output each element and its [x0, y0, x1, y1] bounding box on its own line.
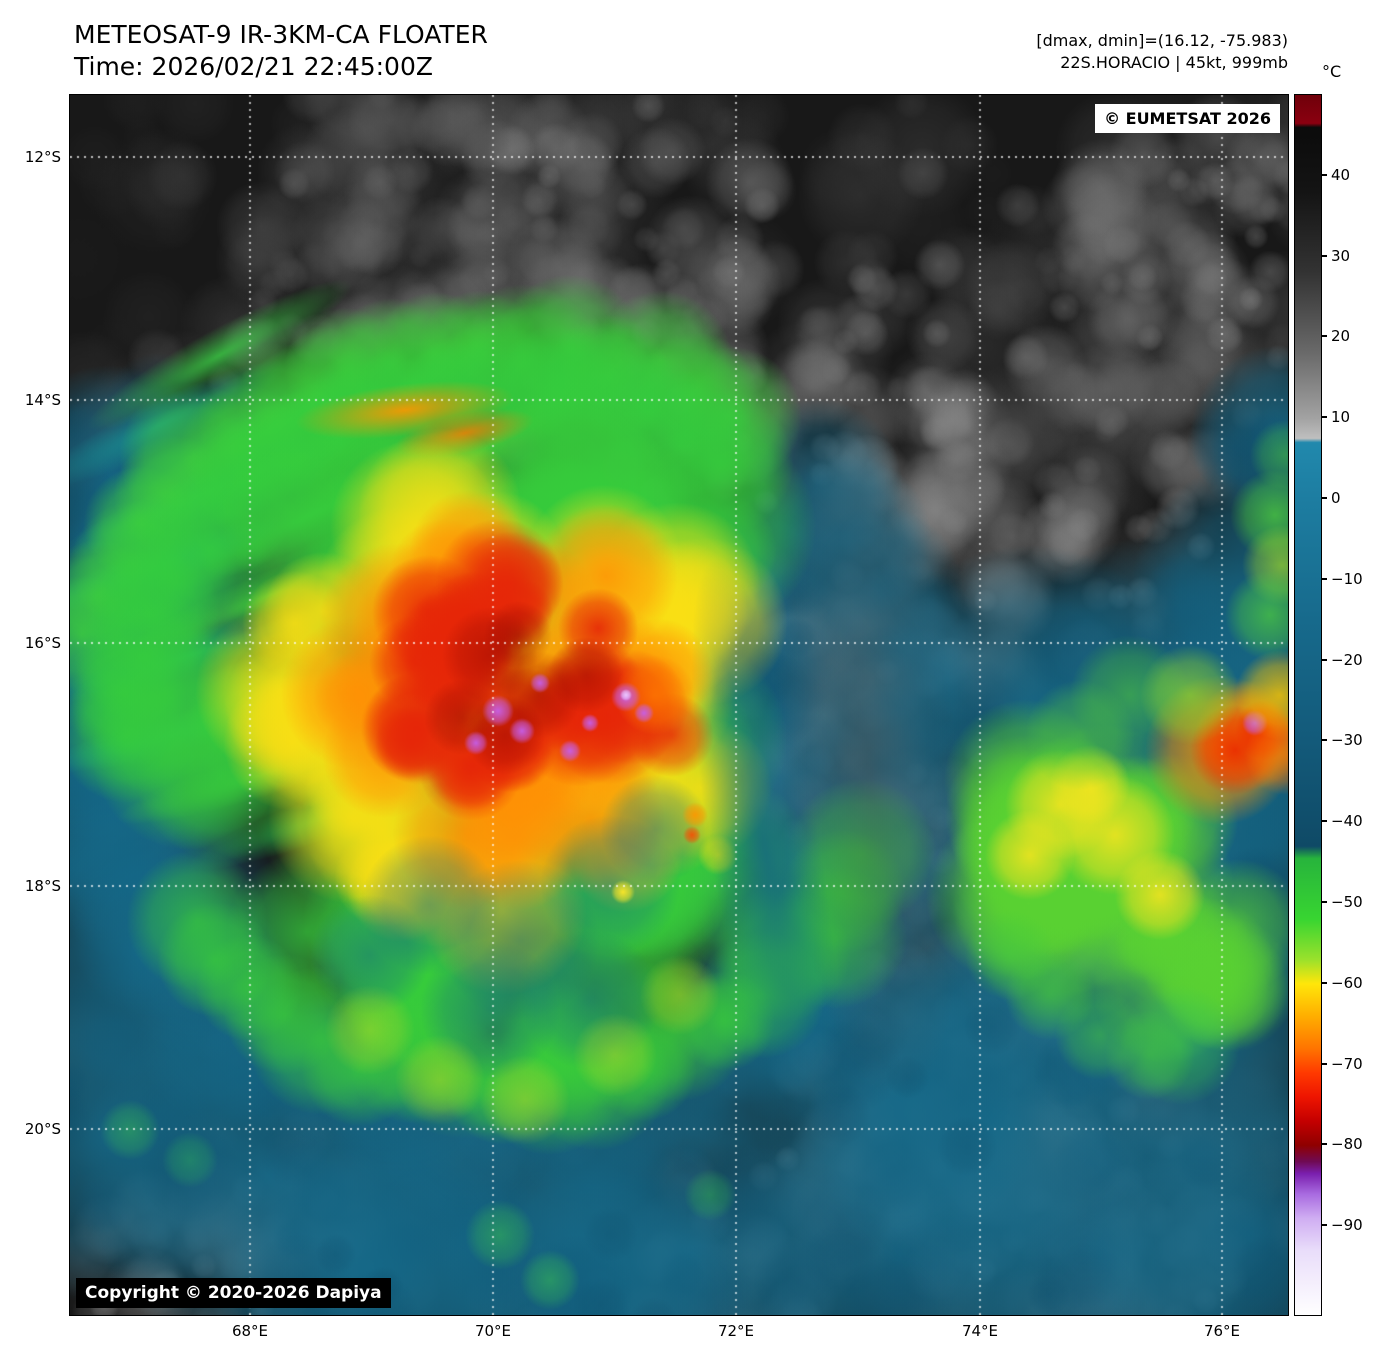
map-plot: © EUMETSAT 2026 Copyright © 2020-2026 Da…: [69, 94, 1289, 1316]
colorbar-tick-label: 40: [1331, 165, 1351, 184]
colorbar-unit-label: °C: [1322, 62, 1342, 81]
lon-tick-label: 68°E: [231, 1322, 269, 1340]
lat-tick-label: 20°S: [24, 1120, 61, 1138]
colorbar-tickmark: [1321, 496, 1327, 499]
colorbar-tick-label: −30: [1331, 731, 1363, 750]
lon-tick-label: 70°E: [474, 1322, 512, 1340]
satellite-image: [70, 95, 1288, 1315]
colorbar-tickmark: [1321, 820, 1327, 823]
colorbar: [1294, 94, 1322, 1316]
colorbar-tickmark: [1321, 1224, 1327, 1227]
colorbar-tick-label: 10: [1331, 408, 1351, 427]
colorbar-tickmark: [1321, 981, 1327, 984]
colorbar-tick-label: −80: [1331, 1135, 1363, 1154]
colorbar-tickmark: [1321, 739, 1327, 742]
lat-tick-label: 14°S: [24, 391, 61, 409]
colorbar-tickmark: [1321, 254, 1327, 257]
storm-info: 22S.HORACIO | 45kt, 999mb: [1060, 53, 1288, 72]
colorbar-tickmark: [1321, 900, 1327, 903]
product-title: METEOSAT-9 IR-3KM-CA FLOATER: [74, 20, 488, 49]
colorbar-tickmark: [1321, 416, 1327, 419]
colorbar-tickmark: [1321, 577, 1327, 580]
lon-tick-label: 74°E: [961, 1322, 999, 1340]
provider-badge: © EUMETSAT 2026: [1095, 104, 1280, 133]
colorbar-tick-label: −90: [1331, 1216, 1363, 1235]
range-info: [dmax, dmin]=(16.12, -75.983): [1036, 31, 1288, 50]
colorbar-tick-label: −10: [1331, 569, 1363, 588]
colorbar-tickmark: [1321, 1062, 1327, 1065]
lat-axis: 12°S 14°S 16°S 18°S 20°S: [0, 0, 64, 1359]
colorbar-tick-label: −20: [1331, 650, 1363, 669]
colorbar-tick-label: 20: [1331, 327, 1351, 346]
lon-tick-label: 76°E: [1203, 1322, 1241, 1340]
lat-tick-label: 12°S: [24, 148, 61, 166]
colorbar-tick-label: 0: [1331, 488, 1341, 507]
colorbar-tickmark: [1321, 1143, 1327, 1146]
lat-tick-label: 16°S: [24, 634, 61, 652]
colorbar-tick-label: −50: [1331, 892, 1363, 911]
lon-tick-label: 72°E: [717, 1322, 755, 1340]
copyright-badge: Copyright © 2020-2026 Dapiya: [76, 1278, 391, 1308]
colorbar-tick-label: −60: [1331, 973, 1363, 992]
colorbar-tick-label: −70: [1331, 1054, 1363, 1073]
colorbar-tickmark: [1321, 335, 1327, 338]
product-time: Time: 2026/02/21 22:45:00Z: [74, 52, 433, 81]
header-right: [dmax, dmin]=(16.12, -75.983) 22S.HORACI…: [1036, 30, 1288, 74]
lat-tick-label: 18°S: [24, 877, 61, 895]
colorbar-tick-label: −40: [1331, 812, 1363, 831]
colorbar-tickmark: [1321, 658, 1327, 661]
colorbar-tickmark: [1321, 173, 1327, 176]
colorbar-tick-label: 30: [1331, 246, 1351, 265]
